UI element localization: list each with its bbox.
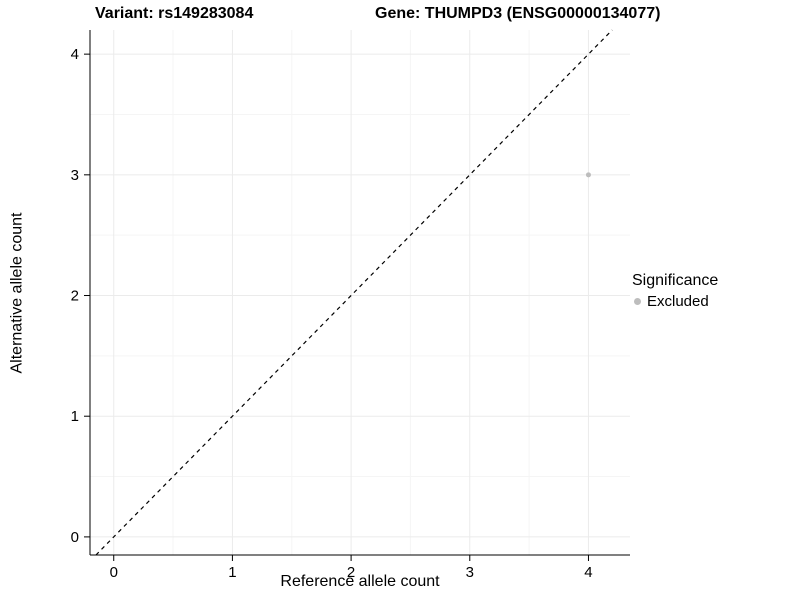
x-axis-title: Reference allele count [280, 573, 440, 590]
x-axis-tick-label: 4 [584, 564, 592, 581]
x-axis-tick-label: 0 [110, 564, 118, 581]
y-axis-tick-label: 2 [71, 288, 79, 305]
data-point [585, 172, 591, 178]
legend-title: Significance [632, 272, 719, 289]
legend-marker-dot [634, 298, 641, 305]
plot-title-gene: Gene: THUMPD3 (ENSG00000134077) [375, 5, 661, 22]
identity-line [95, 29, 613, 556]
y-axis-tick-label: 0 [71, 529, 79, 546]
x-axis-tick-label: 1 [228, 564, 236, 581]
y-axis-tick-label: 3 [71, 167, 79, 184]
x-axis-tick-label: 2 [347, 564, 355, 581]
y-axis-title-wrap: Alternative allele count [0, 30, 34, 555]
x-axis-tick-label: 3 [466, 564, 474, 581]
legend-item-label: Excluded [647, 293, 709, 310]
y-axis-title: Alternative allele count [8, 212, 26, 373]
legend-item-excluded: Excluded [630, 293, 798, 310]
legend: Significance Excluded [630, 272, 798, 310]
y-axis-tick-label: 4 [71, 46, 79, 63]
y-axis-tick-label: 1 [71, 408, 79, 425]
plot-title-variant: Variant: rs149283084 [95, 5, 254, 22]
